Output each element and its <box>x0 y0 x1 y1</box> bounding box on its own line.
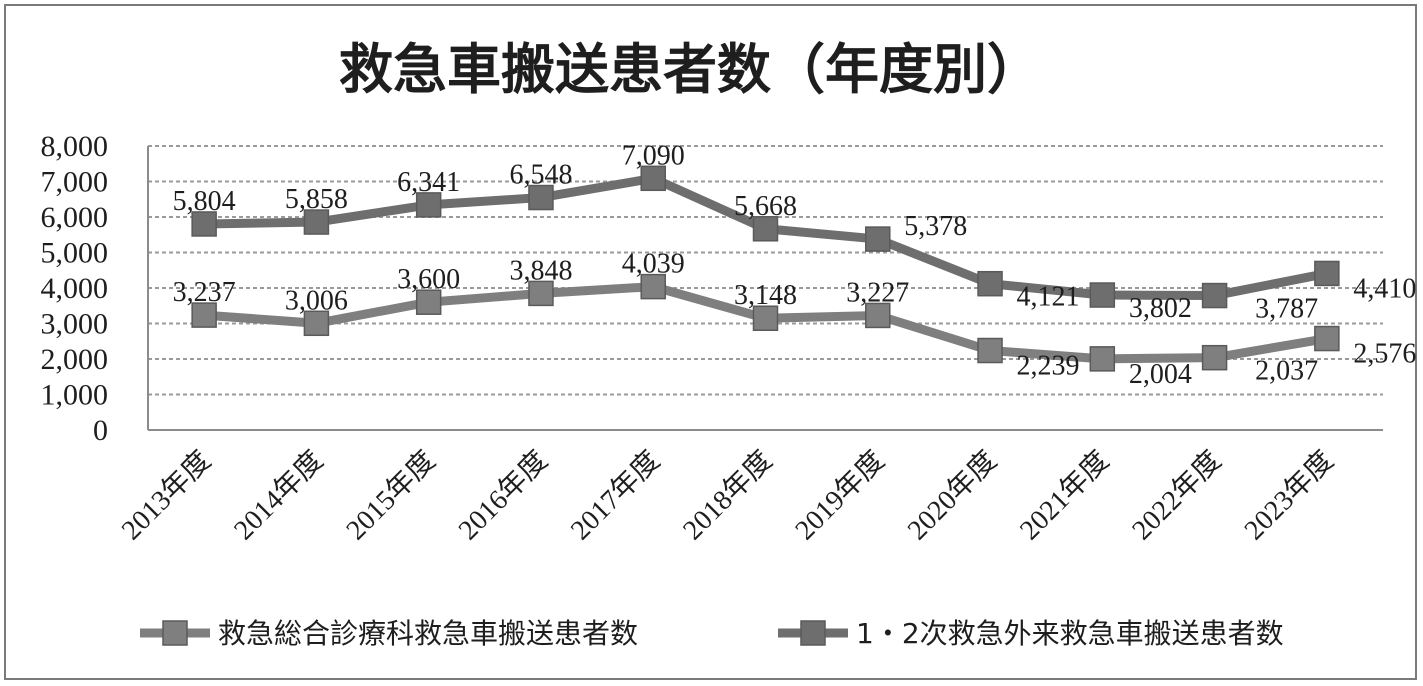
data-label: 2,004 <box>1129 359 1192 390</box>
data-label: 2,576 <box>1353 339 1416 370</box>
data-label: 3,787 <box>1255 294 1318 325</box>
data-point <box>303 310 330 337</box>
y-tick-label: 1,000 <box>41 379 109 412</box>
data-point <box>1201 282 1228 309</box>
data-label: 6,548 <box>509 160 572 191</box>
data-label: 2,239 <box>1017 351 1080 382</box>
data-point <box>191 211 217 237</box>
data-label: 3,227 <box>846 277 909 308</box>
data-point <box>1089 282 1116 308</box>
data-point <box>303 209 330 235</box>
data-label: 4,410 <box>1353 273 1416 304</box>
axes <box>147 146 1383 431</box>
y-tick-label: 3,000 <box>41 308 109 341</box>
x-tick-label: 2020年度 <box>901 444 1003 546</box>
data-labels: 3,237 3,006 3,600 3,848 4,039 3,148 3,227 2,239… <box>173 140 1417 390</box>
data-label: 4,121 <box>1017 282 1080 313</box>
data-point <box>977 270 1003 297</box>
data-point <box>415 289 442 315</box>
x-tick-label: 2018年度 <box>677 444 779 546</box>
chart-title: 救急車搬送患者数（年度別） <box>339 37 1041 101</box>
data-label: 3,848 <box>509 255 572 286</box>
y-tick-label: 6,000 <box>41 201 109 234</box>
data-label: 5,858 <box>285 184 348 215</box>
data-label: 5,378 <box>904 211 967 242</box>
x-tick-label: 2016年度 <box>452 444 554 546</box>
x-tick-label: 2021年度 <box>1013 444 1115 546</box>
data-label: 7,090 <box>622 140 685 171</box>
x-tick-label: 2017年度 <box>564 444 666 546</box>
x-axis-ticks: 2013年度 2014年度 2015年度 2016年度 2017年度 2018年度 2019… <box>115 444 1340 546</box>
y-tick-label: 4,000 <box>41 272 109 305</box>
y-axis-ticks: 01,0002,0003,0004,0005,0006,0007,0008,00… <box>41 130 109 447</box>
data-point <box>865 226 891 252</box>
x-tick-label: 2015年度 <box>340 444 442 546</box>
data-point <box>191 302 217 328</box>
data-label: 5,804 <box>173 186 236 217</box>
data-label: 5,668 <box>734 191 797 222</box>
legend: 救急総合診療科救急車搬送患者数 1・2次救急外来救急車搬送患者数 <box>140 617 1284 650</box>
data-point <box>752 216 779 242</box>
data-label: 3,237 <box>173 277 236 308</box>
data-point <box>1314 325 1340 352</box>
data-point <box>1201 344 1228 371</box>
legend-label: 救急総合診療科救急車搬送患者数 <box>218 617 638 650</box>
y-tick-label: 0 <box>93 414 108 447</box>
data-label: 3,148 <box>734 280 797 311</box>
data-point <box>415 192 442 218</box>
data-point <box>528 184 554 211</box>
series-layer <box>191 165 1340 372</box>
y-tick-label: 5,000 <box>41 237 109 270</box>
data-label: 2,037 <box>1255 356 1318 387</box>
legend-marker <box>800 620 826 646</box>
data-point <box>1089 346 1116 372</box>
x-tick-label: 2022年度 <box>1126 444 1228 546</box>
data-point <box>640 273 666 300</box>
legend-marker <box>162 620 188 646</box>
data-label: 3,006 <box>285 285 348 316</box>
x-tick-label: 2023年度 <box>1238 444 1340 546</box>
x-tick-label: 2013年度 <box>115 444 217 546</box>
x-tick-label: 2019年度 <box>789 444 891 546</box>
data-point <box>865 302 891 329</box>
data-label: 6,341 <box>397 167 460 198</box>
chart-frame <box>4 4 1417 680</box>
data-point <box>1314 260 1340 287</box>
y-tick-label: 7,000 <box>41 166 109 199</box>
data-point <box>640 165 666 192</box>
data-point <box>528 280 554 307</box>
data-label: 4,039 <box>622 249 685 280</box>
data-point <box>977 337 1003 364</box>
data-point <box>752 305 779 331</box>
y-tick-label: 8,000 <box>41 130 109 163</box>
data-label: 3,600 <box>397 264 460 295</box>
legend-label: 1・2次救急外来救急車搬送患者数 <box>856 617 1284 650</box>
x-tick-label: 2014年度 <box>228 444 330 546</box>
data-label: 3,802 <box>1129 293 1192 324</box>
y-tick-label: 2,000 <box>41 343 109 376</box>
